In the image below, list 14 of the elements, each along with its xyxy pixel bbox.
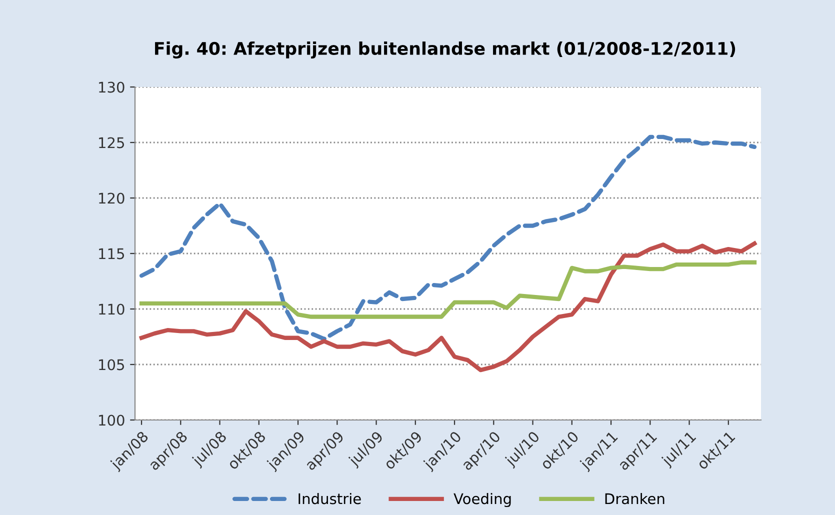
chart-title: Fig. 40: Afzetprijzen buitenlandse markt (01/2008-12/2011)	[155, 42, 736, 58]
legend-label: Dranken	[605, 492, 664, 504]
y-tick-label: 105	[99, 359, 124, 370]
y-tick-label: 110	[99, 304, 124, 315]
y-tick-label: 115	[99, 248, 124, 260]
line-series	[139, 241, 757, 372]
y-tick-label: 125	[99, 137, 124, 148]
y-tick-label: 120	[99, 192, 124, 204]
legend-label: Industrie	[298, 492, 361, 504]
y-tick-label: 130	[99, 82, 124, 93]
legend-label: Voeding	[454, 492, 511, 508]
line-series	[139, 260, 757, 319]
y-tick-label: 100	[99, 414, 124, 426]
line-series	[139, 134, 757, 342]
